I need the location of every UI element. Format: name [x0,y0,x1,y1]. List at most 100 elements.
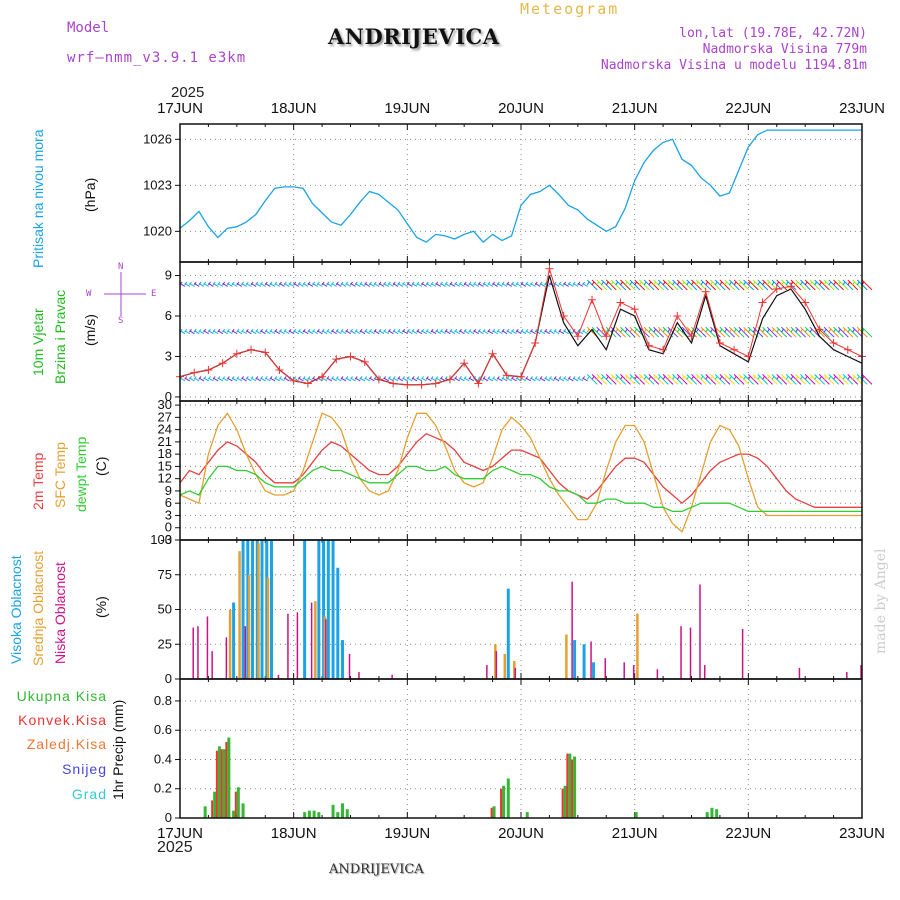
wind-barb [312,281,316,286]
precip-total-bar [710,807,714,818]
wind-barb [468,376,472,380]
wind-ytick-label: 0 [165,389,172,404]
wind-barb [539,376,543,380]
precip-total-bar [203,806,207,818]
wind-barb [506,328,510,333]
wind-barb [350,281,353,286]
wind-barb [586,281,590,286]
wind-barb [511,328,514,333]
wind-barb [198,328,202,333]
wind-barb [241,376,244,380]
date-label-bottom: 17JUN [157,825,203,842]
wind-barb [695,281,699,286]
wind-barb [620,281,623,286]
cloud-low-bar [211,651,213,679]
wind-barb [477,328,481,333]
wind-barb [208,376,211,380]
wind-barb [800,376,803,380]
wind-barb [496,376,500,380]
wind-barb [331,328,334,333]
wind-barb [425,281,429,286]
wind-barb [686,376,690,380]
wind-barb [226,328,230,333]
wind-barb [212,376,216,380]
wind-barb [776,376,780,380]
wind-barb [241,281,244,286]
station-title: ANDRIJEVICA [328,24,500,49]
wind-barb [624,281,628,286]
cloud-low-bar [225,637,228,679]
wind-barb [662,328,666,333]
wind-barb [387,376,391,380]
wind-barb [189,376,192,380]
model-label: Model [67,20,110,36]
wind-barb [477,281,481,286]
wind-barb [222,281,226,286]
wind-barb [255,328,259,333]
wind-barb [279,376,282,380]
wind-barb [629,281,633,286]
wind-barb [800,328,803,333]
wind-barb [335,376,339,380]
wind-barb [762,328,765,333]
wind-barb [264,328,268,333]
cloud-high-bar [251,540,255,679]
precip-total-bar [217,746,221,818]
wind-barb [752,281,756,286]
compass-e: E [151,289,157,299]
wind-barb [738,376,742,380]
wind-barb [553,376,557,380]
wind-barb [463,328,467,333]
wind-barb [364,376,368,380]
wind-barb [691,376,694,380]
cloud-mid-bar [565,634,568,679]
wind-barb [449,328,453,333]
wind-barb [596,281,600,286]
cloud-low-bar [325,619,327,679]
wind-barb [852,281,855,286]
wind-barb [605,281,609,286]
wind-barb [449,281,453,286]
cloud-low-bar [348,653,351,679]
wind-barb [582,281,585,286]
wind-barb [847,281,851,286]
wind-barb [378,328,382,333]
wind-barb [549,376,552,380]
wind-barb [534,328,538,333]
precip-conv-bar [225,741,228,818]
wind-barb [544,376,548,380]
cloud-low-bar [741,628,744,679]
wind-barb [364,328,368,333]
temp-ytick-label: 27 [158,409,172,424]
wind-barb [444,376,448,380]
wind-barb [648,281,652,286]
wind-barb [638,376,642,380]
wind-barb [340,281,344,286]
wind-barb [672,281,675,286]
wind-barb [359,376,363,380]
wind-barb [440,328,443,333]
wind-barb [710,328,713,333]
cloud-low-bar [192,627,194,679]
precip-ytick-label: 0.2 [154,781,172,796]
cloud-low-bar [310,602,313,679]
wind-barb [255,376,259,380]
wind-barb [733,376,737,380]
wind-barb [321,281,325,286]
coordinates: lon,lat (19.78E, 42.72N) [679,26,867,41]
precip-total-bar [573,756,577,818]
wind-barb [719,328,723,333]
temp-ytick-label: 6 [165,495,172,510]
precip-total-bar [705,812,709,818]
wind-barb [421,328,424,333]
wind-barb [743,328,747,333]
wind-barb [444,328,448,333]
wind-barb [264,281,268,286]
wind-barb [189,281,192,286]
wind-barb [411,281,415,286]
wind-barb [766,376,770,380]
wind-barb [828,281,832,286]
wind-barb [473,328,477,333]
cloud-mid-bar [257,542,260,679]
precip-total-bar [222,749,226,818]
